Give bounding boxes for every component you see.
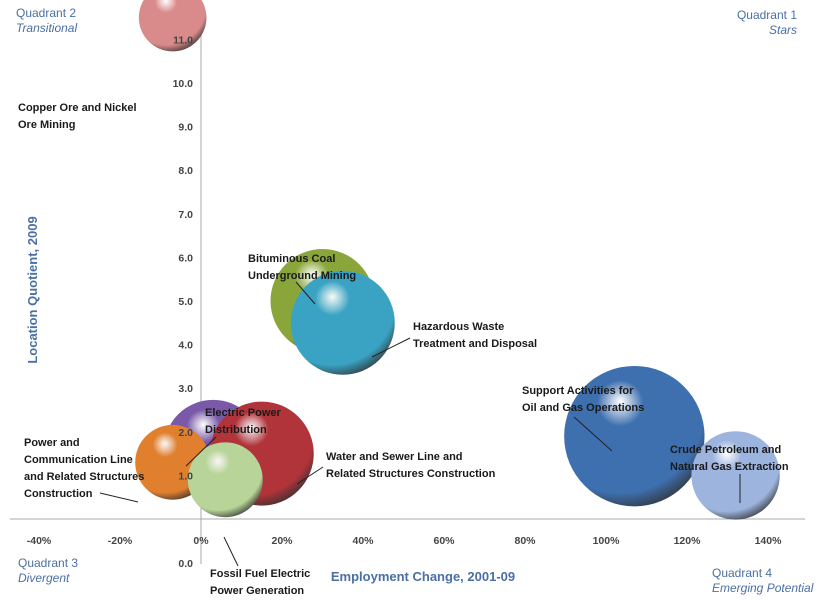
- y-tick-label: 10.0: [173, 78, 194, 90]
- leader-line: [99, 492, 139, 503]
- quadrant-2-subtitle: Transitional: [16, 21, 78, 35]
- y-tick-label: 3.0: [178, 383, 193, 395]
- x-tick-label: 0%: [193, 535, 209, 547]
- bubble-2: [290, 270, 395, 375]
- bubble-label: Bituminous Coal Underground Mining: [248, 253, 356, 282]
- y-tick-label: 6.0: [178, 252, 193, 264]
- labels-layer: Copper Ore and Nickel Ore Mining Bituminou…: [18, 102, 789, 597]
- quadrant-1-subtitle: Stars: [768, 23, 797, 37]
- x-tick-label: 80%: [514, 535, 536, 547]
- y-tick-label: 0.0: [178, 558, 193, 570]
- x-tick-label: 120%: [674, 535, 702, 547]
- y-tick-label: 2.0: [178, 427, 193, 439]
- bubbles-layer: [135, 0, 780, 520]
- y-tick-label: 1.0: [178, 470, 193, 482]
- x-axis-label: Employment Change, 2001-09: [331, 569, 515, 584]
- y-tick-label: 9.0: [178, 122, 193, 134]
- quadrant-4-subtitle: Emerging Potential: [712, 581, 814, 595]
- quadrant-3-title: Quadrant 3: [18, 556, 79, 570]
- quadrant-1-label: Quadrant 1 Stars: [737, 8, 797, 38]
- quadrant-4-label: Quadrant 4 Emerging Potential: [712, 566, 813, 596]
- leader-line: [371, 337, 411, 358]
- x-tick-label: 20%: [271, 535, 293, 547]
- x-tick-label: 100%: [593, 535, 621, 547]
- bubble-8: [691, 431, 780, 520]
- bubble-label: Electric Power Distribution: [205, 407, 282, 436]
- quadrant-3-subtitle: Divergent: [18, 571, 70, 585]
- quadrant-2-title: Quadrant 2: [16, 6, 77, 20]
- y-tick-label: 12.0: [173, 0, 194, 3]
- bubble-label: Copper Ore and Nickel Ore Mining: [18, 102, 137, 131]
- leader-line: [223, 536, 239, 567]
- quadrant-4-title: Quadrant 4: [712, 566, 773, 580]
- y-axis-label: Location Quotient, 2009: [25, 216, 40, 363]
- bubble-6: [187, 442, 263, 518]
- bubble-label: Power and Communication Line and Related S…: [24, 437, 144, 500]
- bubble-label: Hazardous Waste Treatment and Disposal: [413, 321, 537, 350]
- quadrant-2-label: Quadrant 2 Transitional: [16, 6, 77, 36]
- x-tick-label: 40%: [352, 535, 374, 547]
- y-tick-label: 4.0: [178, 340, 193, 352]
- quadrant-1-title: Quadrant 1: [736, 8, 797, 22]
- y-tick-label: 8.0: [178, 165, 193, 177]
- leader-line: [296, 466, 324, 485]
- quadrant-3-label: Quadrant 3 Divergent: [18, 556, 78, 586]
- bubble-label: Support Activities for Oil and Gas Operat…: [522, 385, 644, 414]
- x-tick-label: 60%: [433, 535, 455, 547]
- x-tick-label: -40%: [27, 535, 52, 547]
- y-tick-label: 7.0: [178, 209, 193, 221]
- x-tick-label: -20%: [108, 535, 133, 547]
- bubble-label: Water and Sewer Line and Related Structur…: [326, 451, 496, 480]
- leaders-layer: [99, 281, 741, 567]
- bubble-label: Crude Petroleum and Natural Gas Extractio…: [670, 444, 789, 473]
- leader-line: [573, 416, 613, 452]
- y-tick-label: 5.0: [178, 296, 193, 308]
- leader-line: [295, 281, 316, 305]
- bubble-label: Fossil Fuel Electric Power Generation: [210, 568, 310, 597]
- x-tick-label: 140%: [755, 535, 783, 547]
- ticks-layer: -40% -20% 0% 20% 40% 60% 80% 100% 120% 140% 0.0 1.0…: [27, 0, 782, 570]
- y-tick-label: 11.0: [173, 34, 193, 46]
- bubble-7: [564, 365, 705, 507]
- leader-line: [185, 436, 217, 467]
- bubble-0: [138, 0, 207, 52]
